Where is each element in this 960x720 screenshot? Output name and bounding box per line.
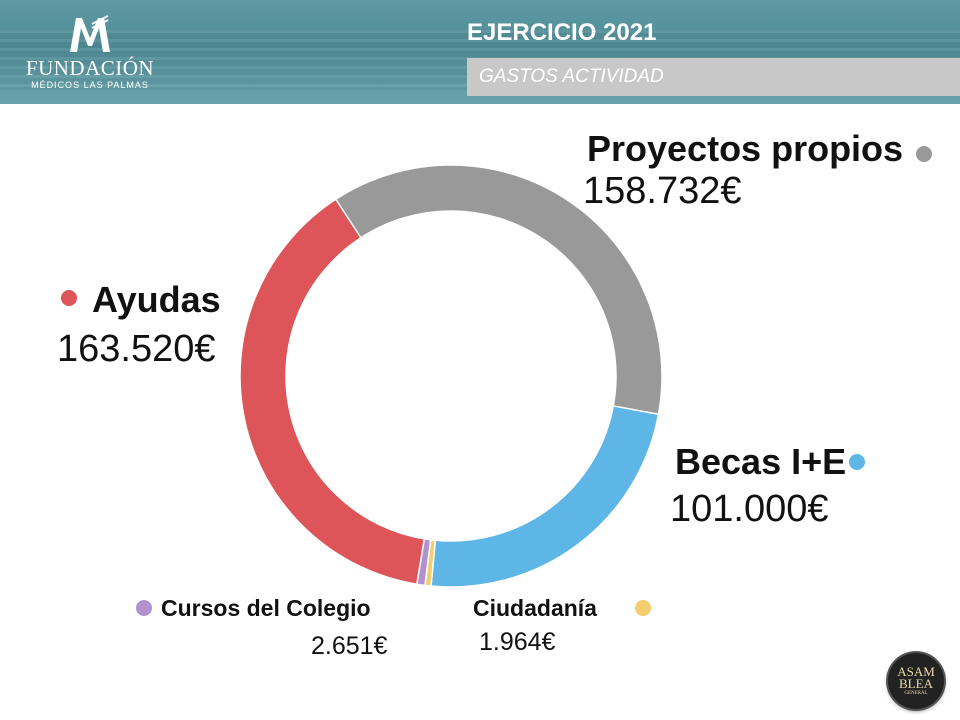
page-title: EJERCICIO 2021 <box>467 19 657 46</box>
label-cursos-del-colegio: Cursos del Colegio <box>161 595 371 621</box>
label-ciudadania: Ciudadanía <box>473 595 597 621</box>
page-subtitle: GASTOS ACTIVIDAD <box>479 66 664 87</box>
logo-org-name: FUNDACIÓN <box>25 56 155 80</box>
slice-becas <box>430 405 660 588</box>
value-ayudas: 163.520€ <box>57 328 216 370</box>
value-becas: 101.000€ <box>670 488 829 530</box>
badge-line2: BLEA <box>899 676 933 691</box>
label-ayudas: Ayudas <box>92 279 221 320</box>
legend-dot-cursos <box>136 600 152 616</box>
m-logo-icon <box>70 15 110 52</box>
slice-ayudas <box>239 198 426 586</box>
badge-line1: ASAM <box>897 664 935 679</box>
label-proyectos-propios: Proyectos propios <box>587 128 904 169</box>
legend-dot-becas <box>849 454 865 470</box>
badge-line3: GENERAL <box>904 691 928 696</box>
legend-dot-proyectos-propios <box>916 146 932 162</box>
logo-org-subtitle: MÉDICOS LAS PALMAS <box>31 80 149 90</box>
value-cursos-del-colegio: 2.651€ <box>311 632 388 660</box>
asamblea-general-badge: ASAM BLEA GENERAL <box>888 653 944 709</box>
legend-dot-ayudas <box>61 290 77 306</box>
header-banner: FUNDACIÓN MÉDICOS LAS PALMAS EJERCICIO 2… <box>0 0 960 104</box>
legend-dot-ciudadania <box>635 600 651 616</box>
foundation-logo: FUNDACIÓN MÉDICOS LAS PALMAS <box>20 12 160 92</box>
label-becas: Becas I+E <box>675 441 847 482</box>
slice-proyectos-propios <box>334 164 663 416</box>
value-ciudadania: 1.964€ <box>479 628 556 656</box>
subtitle-bar: GASTOS ACTIVIDAD <box>467 58 960 96</box>
value-proyectos-propios: 158.732€ <box>583 170 742 212</box>
